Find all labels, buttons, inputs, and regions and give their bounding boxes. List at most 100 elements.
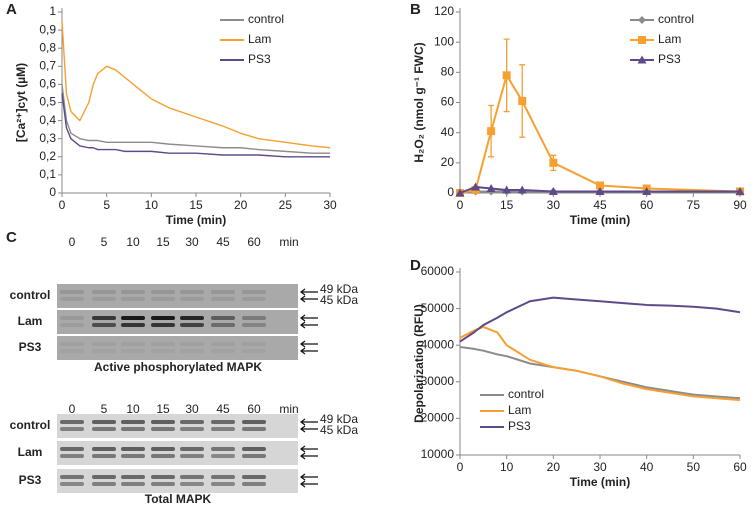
y-tick-label: 60 (441, 95, 455, 109)
band (180, 454, 204, 458)
y-tick-label: 0,3 (39, 131, 56, 145)
marker (486, 183, 496, 192)
y-tick-label: 10000 (421, 447, 455, 461)
lane-time: 0 (69, 402, 76, 416)
lane-time: 5 (101, 402, 108, 416)
y-axis-label: Depolarization (RFU) (412, 304, 426, 423)
series-line (459, 74, 741, 194)
marker (637, 55, 647, 64)
band (60, 323, 84, 327)
band (121, 342, 145, 346)
blot-strip (57, 284, 298, 308)
lane-time: 15 (156, 235, 170, 249)
band (121, 349, 145, 353)
band (180, 482, 204, 486)
band (211, 475, 235, 479)
x-tick-label: 40 (640, 460, 654, 474)
marker (642, 186, 652, 195)
band (121, 454, 145, 458)
band (92, 297, 116, 301)
band (92, 420, 116, 424)
band (242, 323, 266, 327)
x-tick-label: 0 (457, 198, 464, 212)
y-tick-label: 0,9 (39, 22, 56, 36)
band (211, 297, 235, 301)
x-axis-label: Time (min) (570, 213, 630, 227)
band (151, 427, 175, 431)
x-tick-label: 5 (103, 198, 110, 212)
band (60, 316, 84, 320)
row-label: PS3 (19, 473, 42, 487)
lane-time: 60 (247, 402, 261, 416)
band (92, 349, 116, 353)
legend-label: PS3 (248, 52, 271, 66)
arrow (300, 425, 318, 433)
legend-label: Lam (658, 32, 681, 46)
arrow (300, 314, 318, 322)
x-tick-label: 20 (234, 198, 248, 212)
x-tick-label: 0 (457, 460, 464, 474)
y-tick-label: 120 (434, 4, 454, 18)
kda-label: 49 kDa (320, 282, 358, 296)
lane-time: 30 (185, 402, 199, 416)
band (60, 475, 84, 479)
band (211, 420, 235, 424)
x-tick-label: 45 (593, 198, 607, 212)
series-line (459, 325, 741, 402)
blot-strip (57, 310, 298, 334)
band (180, 297, 204, 301)
band (242, 447, 266, 451)
arrow (300, 452, 318, 460)
marker (549, 158, 558, 167)
lane-time: 5 (101, 235, 108, 249)
lane-time: 10 (126, 402, 140, 416)
blot-strip (57, 414, 298, 438)
band (180, 290, 204, 294)
panel-label: A (6, 1, 17, 18)
kda-label: 45 kDa (320, 293, 358, 307)
band (92, 323, 116, 327)
band (92, 475, 116, 479)
x-tick-label: 30 (323, 198, 337, 212)
marker (471, 182, 481, 191)
band (180, 475, 204, 479)
band (211, 342, 235, 346)
band (92, 482, 116, 486)
marker (638, 36, 646, 44)
y-tick-label: 0 (49, 185, 56, 199)
row-label: PS3 (19, 340, 42, 354)
x-tick-label: 30 (547, 198, 561, 212)
band (242, 290, 266, 294)
band (242, 316, 266, 320)
band (60, 342, 84, 346)
band (60, 454, 84, 458)
band (151, 297, 175, 301)
marker (502, 71, 511, 80)
arrow (300, 347, 318, 355)
band (92, 454, 116, 458)
legend-label: control (508, 387, 544, 401)
band (151, 342, 175, 346)
blot-strip (57, 441, 298, 465)
arrow (300, 473, 318, 481)
x-axis-label: Time (min) (166, 213, 226, 227)
time-unit: min (279, 235, 298, 249)
panel-label: B (410, 1, 421, 18)
y-tick-label: 0,6 (39, 77, 56, 91)
lane-time: 45 (216, 402, 230, 416)
y-tick-label: 60000 (421, 264, 455, 278)
x-tick-label: 60 (640, 198, 654, 212)
lane-time: 30 (185, 235, 199, 249)
band (242, 454, 266, 458)
band (180, 316, 204, 320)
band (151, 420, 175, 424)
series-line (459, 346, 741, 400)
y-tick-label: 0,8 (39, 40, 56, 54)
band (121, 427, 145, 431)
row-label: Lam (18, 314, 43, 328)
y-tick-label: 0,4 (39, 113, 56, 127)
lane-time: 10 (126, 235, 140, 249)
band (121, 290, 145, 294)
kda-label: 45 kDa (320, 423, 358, 437)
y-tick-label: 30000 (421, 374, 455, 388)
